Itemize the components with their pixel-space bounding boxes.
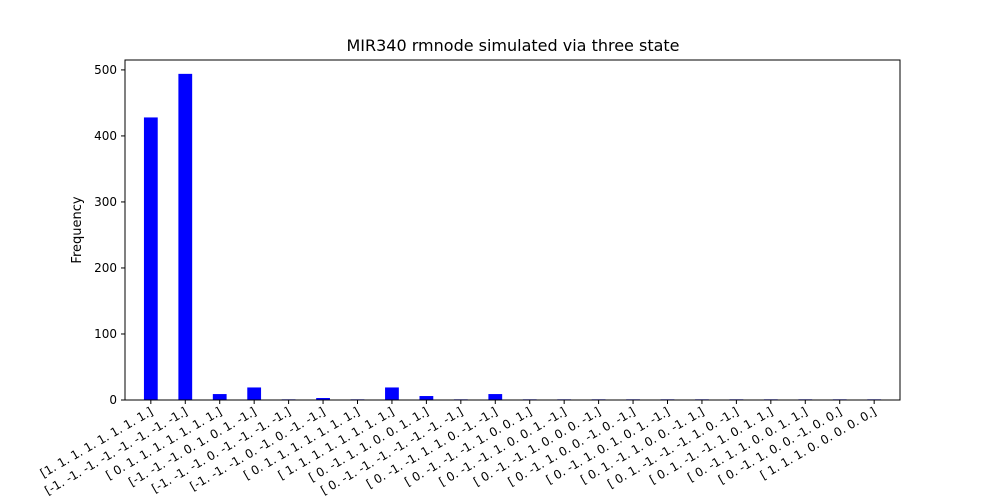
bar — [385, 387, 399, 400]
bar — [212, 394, 227, 400]
chart-title: MIR340 rmnode simulated via three state — [346, 36, 679, 55]
y-tick-label: 200 — [94, 261, 117, 275]
y-tick-label: 100 — [94, 327, 117, 341]
y-tick-label: 0 — [109, 393, 117, 407]
y-tick-label: 500 — [94, 63, 117, 77]
y-axis: 0 100 200 300 400 500 — [94, 63, 125, 407]
bar — [247, 387, 262, 400]
bar — [419, 396, 434, 400]
plot-frame — [124, 59, 901, 401]
y-axis-label: Frequency — [70, 196, 85, 263]
bar — [316, 398, 330, 400]
bar — [178, 73, 193, 401]
bars-layer — [143, 73, 882, 401]
y-tick-label: 400 — [94, 129, 117, 143]
bar — [143, 117, 158, 400]
bar — [488, 394, 503, 400]
y-tick-label: 300 — [94, 195, 117, 209]
x-axis: [1. 1. 1. 1. 1. 1. 1. 1.][-1. -1. -1. -1… — [38, 400, 879, 498]
